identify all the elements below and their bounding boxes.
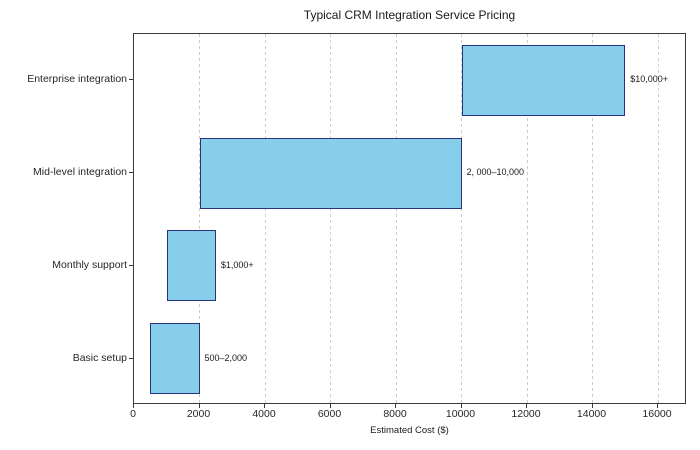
y-axis-tick bbox=[129, 357, 133, 359]
y-category-label: Enterprise integration bbox=[27, 73, 127, 86]
gridline bbox=[461, 34, 462, 403]
bar-value-label: $10,000+ bbox=[630, 74, 669, 85]
x-tick-label: 0 bbox=[130, 408, 136, 420]
gridline bbox=[657, 34, 659, 403]
x-axis-label: Estimated Cost ($) bbox=[370, 425, 449, 436]
x-axis-tick bbox=[591, 404, 593, 408]
chart-title: Typical CRM Integration Service Pricing bbox=[303, 8, 516, 22]
gridline bbox=[264, 34, 266, 403]
y-category-label: Monthly support bbox=[52, 258, 127, 271]
y-axis-tick bbox=[129, 172, 133, 174]
x-tick-label: 14000 bbox=[576, 408, 607, 420]
gridline bbox=[526, 34, 528, 403]
range-bar bbox=[166, 230, 216, 302]
y-category-label: Mid-level integration bbox=[33, 166, 127, 179]
y-category-label: Basic setup bbox=[72, 351, 127, 364]
x-axis-tick bbox=[460, 404, 462, 408]
gridline bbox=[330, 34, 331, 403]
gridline bbox=[395, 34, 397, 403]
range-bar bbox=[150, 323, 200, 395]
x-axis-tick bbox=[657, 404, 658, 408]
gridline bbox=[199, 34, 200, 403]
x-axis-tick bbox=[526, 404, 527, 408]
x-tick-label: 10000 bbox=[445, 408, 476, 420]
gridline bbox=[592, 34, 593, 403]
x-tick-label: 12000 bbox=[511, 408, 541, 420]
x-axis-tick bbox=[264, 404, 265, 408]
y-axis-tick bbox=[129, 79, 133, 81]
x-axis-tick bbox=[198, 404, 200, 408]
plot-area bbox=[133, 33, 686, 404]
x-axis-tick bbox=[133, 404, 134, 408]
bar-value-label: 2, 000–10,000 bbox=[466, 167, 525, 178]
bar-value-label: $1,000+ bbox=[220, 259, 254, 270]
x-tick-label: 2000 bbox=[186, 408, 211, 420]
x-tick-label: 16000 bbox=[642, 408, 672, 420]
bar-value-label: 500–2,000 bbox=[204, 352, 248, 363]
x-tick-label: 4000 bbox=[252, 408, 276, 420]
x-tick-label: 8000 bbox=[383, 408, 407, 420]
range-bar bbox=[461, 44, 626, 116]
y-axis-tick bbox=[129, 264, 133, 266]
x-axis-tick bbox=[395, 404, 396, 408]
x-axis-tick bbox=[329, 404, 331, 408]
x-tick-label: 6000 bbox=[317, 408, 342, 420]
range-bar bbox=[199, 137, 462, 209]
